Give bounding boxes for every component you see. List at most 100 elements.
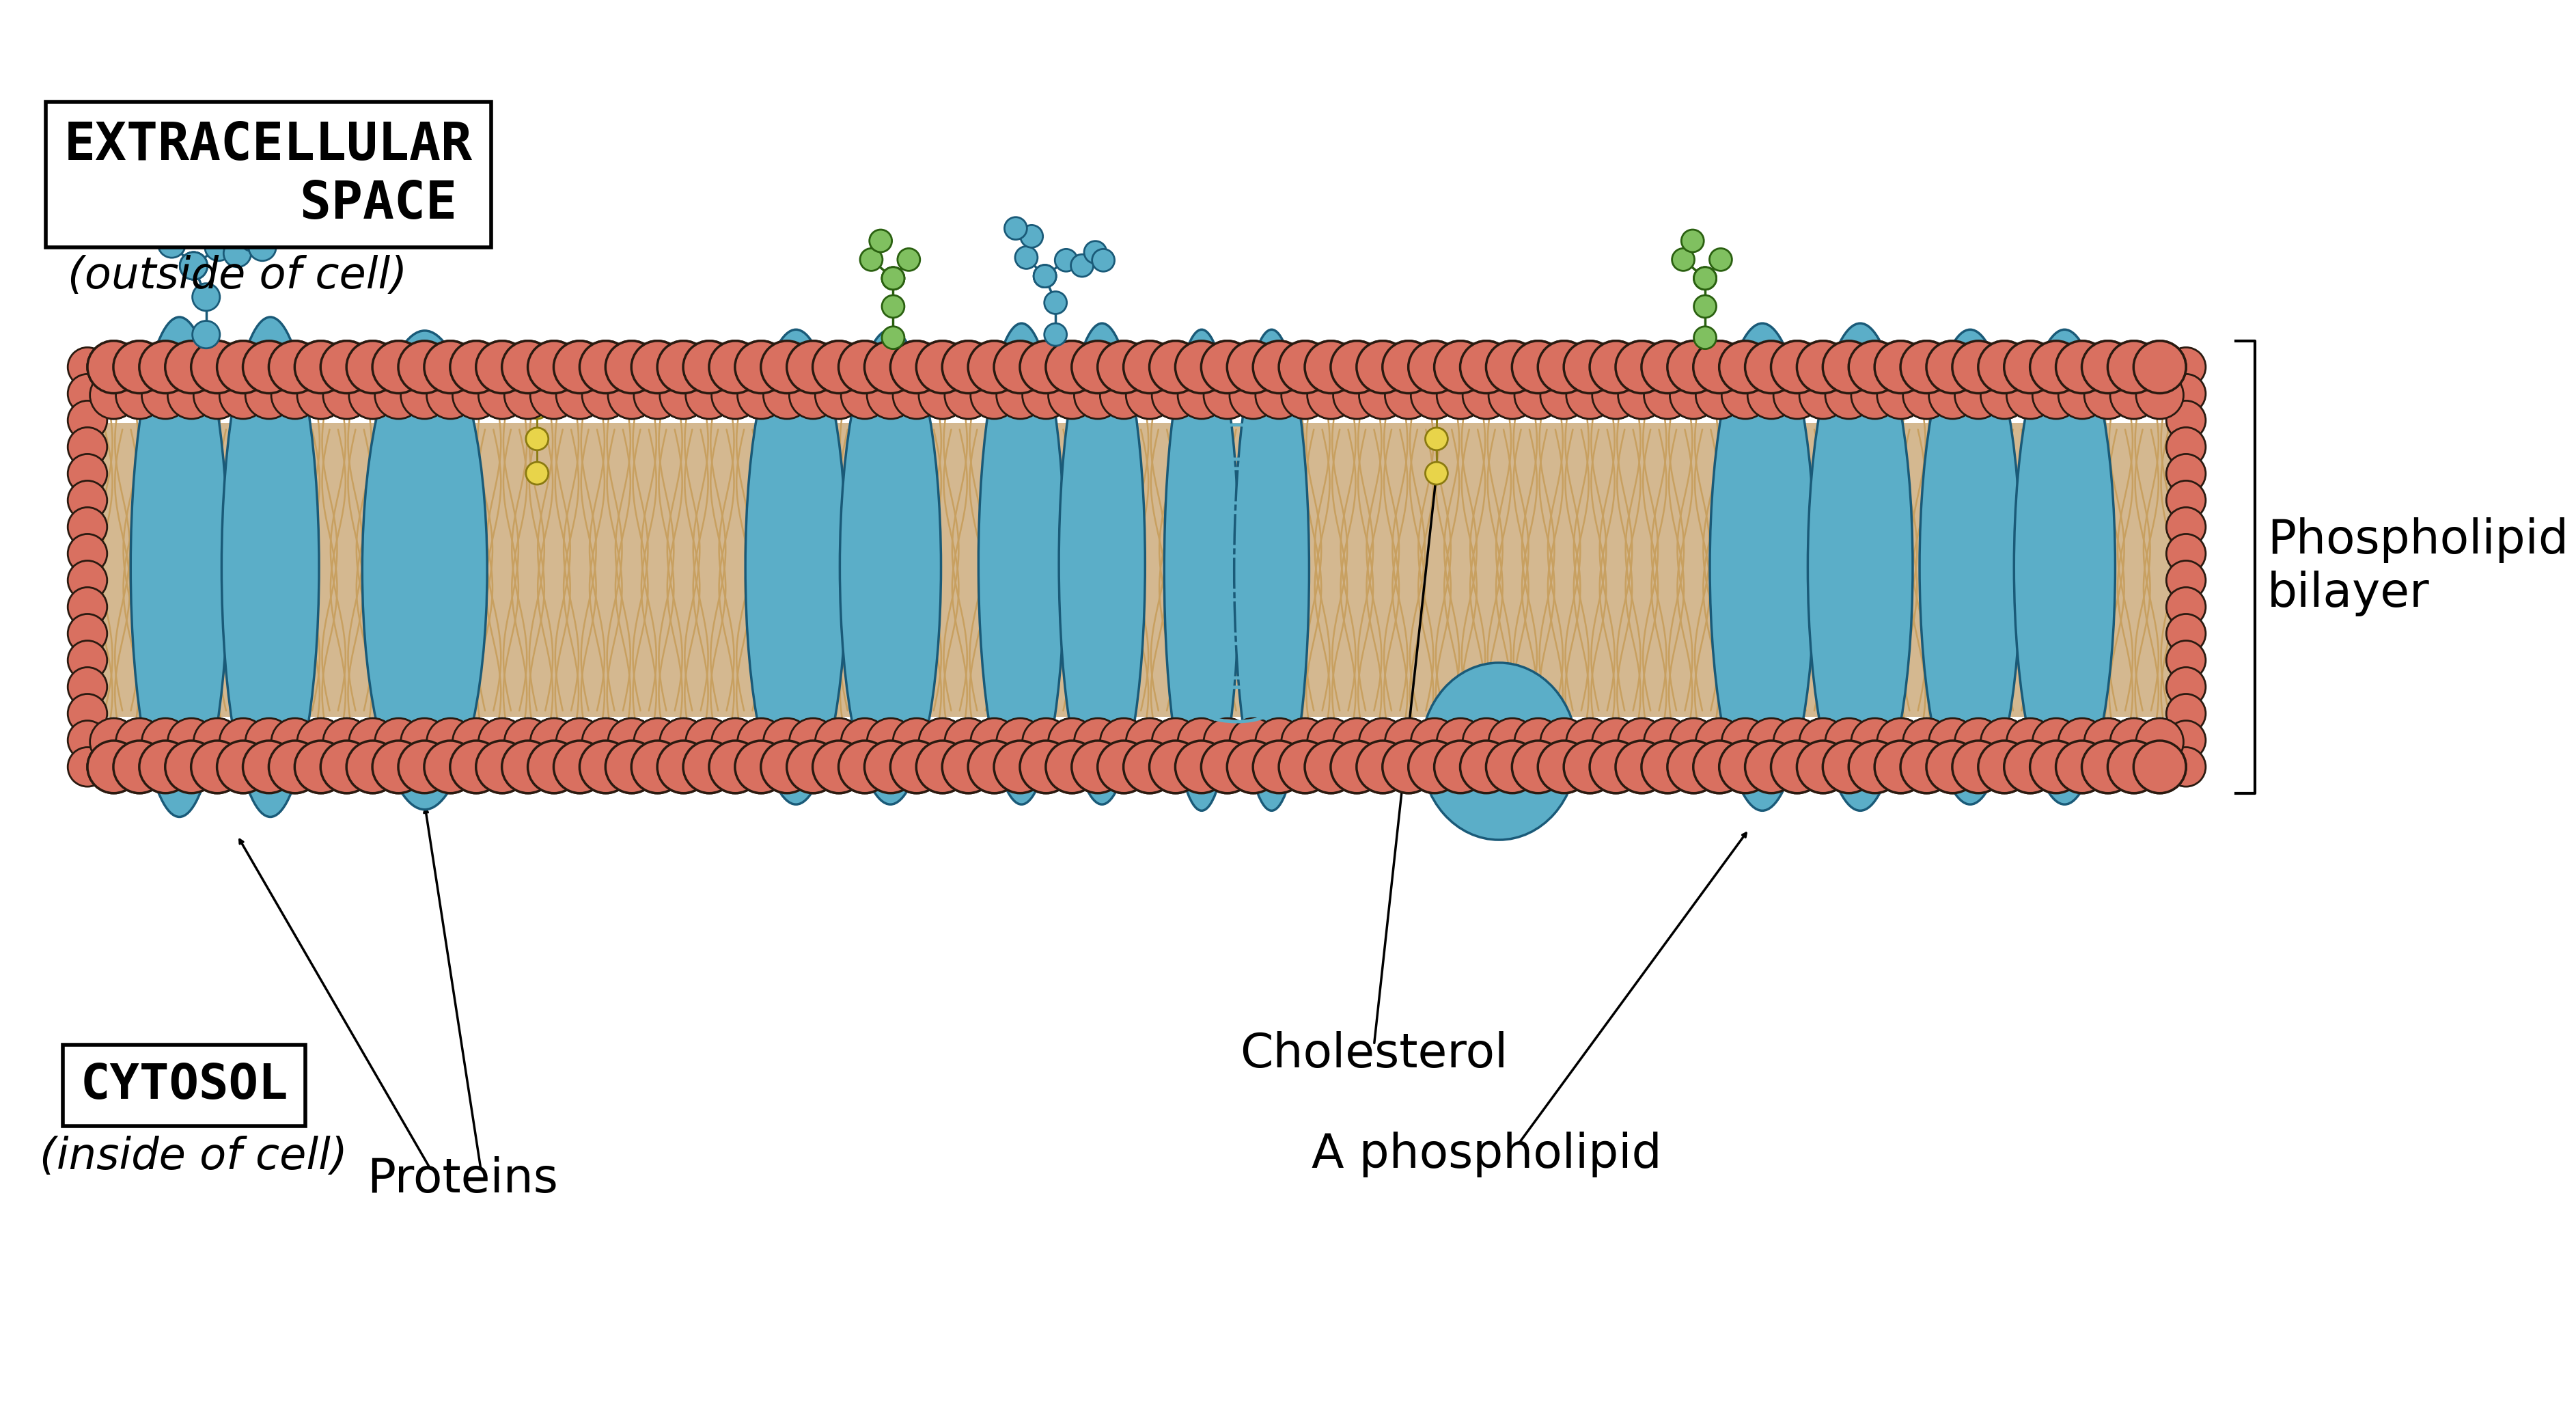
Circle shape — [1875, 741, 1927, 793]
Circle shape — [1360, 718, 1406, 765]
Circle shape — [788, 718, 837, 765]
Circle shape — [453, 371, 500, 419]
Circle shape — [113, 341, 165, 394]
Circle shape — [477, 341, 528, 394]
Circle shape — [1486, 341, 1538, 394]
Circle shape — [969, 341, 1020, 394]
Circle shape — [451, 341, 502, 394]
Circle shape — [505, 718, 551, 765]
Circle shape — [1020, 741, 1072, 793]
Circle shape — [1981, 371, 2027, 419]
Circle shape — [2166, 401, 2205, 439]
Circle shape — [1692, 341, 1747, 394]
Circle shape — [1981, 718, 2027, 765]
Circle shape — [811, 341, 866, 394]
Circle shape — [402, 718, 448, 765]
Circle shape — [685, 371, 734, 419]
Circle shape — [840, 718, 889, 765]
Circle shape — [760, 341, 814, 394]
Circle shape — [894, 371, 940, 419]
Circle shape — [1566, 718, 1613, 765]
Circle shape — [920, 718, 966, 765]
Circle shape — [348, 718, 397, 765]
Circle shape — [1226, 741, 1280, 793]
Circle shape — [1048, 718, 1095, 765]
Circle shape — [425, 741, 477, 793]
Circle shape — [245, 718, 294, 765]
Circle shape — [1229, 718, 1278, 765]
Circle shape — [88, 341, 139, 394]
Circle shape — [1850, 741, 1901, 793]
Circle shape — [531, 718, 577, 765]
Circle shape — [786, 741, 840, 793]
Circle shape — [1927, 741, 1978, 793]
Circle shape — [2133, 741, 2187, 793]
Circle shape — [1412, 371, 1458, 419]
Circle shape — [1929, 371, 1976, 419]
Circle shape — [737, 371, 786, 419]
Circle shape — [997, 718, 1043, 765]
Circle shape — [2133, 341, 2187, 394]
Ellipse shape — [2014, 330, 2115, 805]
Circle shape — [786, 341, 840, 394]
Circle shape — [502, 741, 554, 793]
Circle shape — [479, 371, 526, 419]
Circle shape — [1229, 718, 1278, 765]
Circle shape — [786, 741, 840, 793]
Circle shape — [1046, 341, 1097, 394]
Ellipse shape — [222, 317, 319, 816]
Circle shape — [1826, 718, 1873, 765]
Circle shape — [502, 341, 554, 394]
Circle shape — [711, 718, 760, 765]
Circle shape — [1801, 718, 1847, 765]
Circle shape — [1020, 341, 1072, 394]
Circle shape — [1461, 741, 1512, 793]
Circle shape — [2081, 741, 2133, 793]
Circle shape — [1695, 267, 1716, 290]
Circle shape — [1200, 341, 1255, 394]
Circle shape — [1710, 249, 1731, 270]
Circle shape — [67, 508, 108, 546]
Circle shape — [1100, 371, 1146, 419]
Circle shape — [1435, 341, 1486, 394]
Circle shape — [1641, 741, 1695, 793]
Circle shape — [2030, 341, 2081, 394]
Circle shape — [1904, 718, 1950, 765]
Circle shape — [1852, 371, 1899, 419]
Circle shape — [477, 741, 528, 793]
Circle shape — [1744, 341, 1798, 394]
Circle shape — [376, 371, 422, 419]
Circle shape — [1643, 371, 1692, 419]
Circle shape — [2107, 341, 2161, 394]
Circle shape — [1955, 371, 2002, 419]
Circle shape — [402, 371, 448, 419]
Circle shape — [1255, 371, 1303, 419]
Circle shape — [1203, 718, 1252, 765]
Circle shape — [526, 368, 549, 391]
Circle shape — [734, 341, 788, 394]
Circle shape — [840, 741, 891, 793]
Circle shape — [1643, 718, 1692, 765]
Circle shape — [191, 341, 245, 394]
Circle shape — [881, 296, 904, 317]
Circle shape — [1332, 741, 1383, 793]
Circle shape — [1177, 371, 1226, 419]
Circle shape — [2004, 741, 2056, 793]
Circle shape — [1667, 741, 1721, 793]
Circle shape — [1953, 741, 2004, 793]
Circle shape — [1566, 718, 1613, 765]
Circle shape — [1412, 718, 1458, 765]
Circle shape — [2166, 721, 2205, 759]
Circle shape — [2166, 560, 2205, 600]
Circle shape — [1437, 718, 1484, 765]
Circle shape — [896, 249, 920, 270]
Circle shape — [917, 341, 969, 394]
Circle shape — [1512, 741, 1564, 793]
Circle shape — [1280, 718, 1329, 765]
Circle shape — [657, 341, 711, 394]
Circle shape — [67, 374, 108, 414]
Circle shape — [1489, 371, 1535, 419]
Circle shape — [268, 341, 322, 394]
Circle shape — [1255, 371, 1303, 419]
Circle shape — [2110, 718, 2159, 765]
